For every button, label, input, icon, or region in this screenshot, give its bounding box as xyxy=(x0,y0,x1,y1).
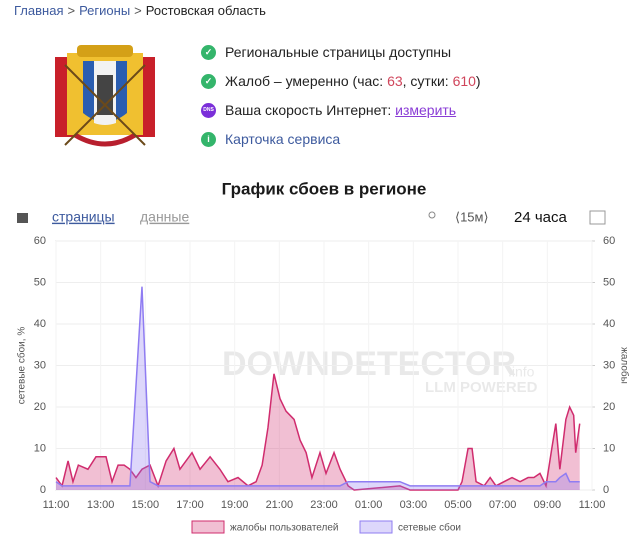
y-tick-label: 30 xyxy=(34,359,46,371)
day-count: 610 xyxy=(452,73,476,89)
y2-tick-label: 50 xyxy=(603,276,615,288)
x-tick-label: 17:00 xyxy=(176,499,204,511)
legend-swatch xyxy=(191,520,225,534)
y-tick-label: 20 xyxy=(34,401,46,413)
coat-of-arms xyxy=(55,45,155,147)
status-text: Ваша скорость Интернет: xyxy=(225,102,396,118)
y2-tick-label: 20 xyxy=(603,401,615,413)
x-tick-label: 15:00 xyxy=(132,499,160,511)
y2-tick-label: 30 xyxy=(603,359,615,371)
x-tick-label: 23:00 xyxy=(310,499,338,511)
status-text: , сутки: xyxy=(402,73,453,89)
breadcrumbs: Главная > Регионы > Ростовская область xyxy=(14,3,266,18)
hour-count: 63 xyxy=(387,73,403,89)
y2-tick-label: 10 xyxy=(603,442,615,454)
legend-label: сетевые сбои xyxy=(398,522,461,534)
tab[interactable]: данные xyxy=(140,209,189,225)
interval[interactable]: ⟨15м⟩ xyxy=(455,209,489,224)
status-text: Региональные страницы доступны xyxy=(225,44,452,60)
watermark-suffix: .info xyxy=(508,364,535,380)
x-tick-label: 01:00 xyxy=(355,499,383,511)
tab[interactable]: страницы xyxy=(52,209,115,225)
x-tick-label: 19:00 xyxy=(221,499,249,511)
crumb[interactable]: Главная xyxy=(14,3,64,18)
y2-axis-label: жалобы xyxy=(618,347,630,384)
user-icon[interactable] xyxy=(428,211,436,219)
x-tick-label: 11:00 xyxy=(579,499,606,511)
series-line xyxy=(55,286,580,487)
legend-label: жалобы пользователей xyxy=(230,522,339,534)
calendar-icon[interactable] xyxy=(589,210,606,225)
x-tick-label: 21:00 xyxy=(266,499,294,511)
x-tick-label: 13:00 xyxy=(87,499,115,511)
chart-title: График сбоев в регионе xyxy=(222,179,427,198)
status-item: i Карточка сервиса xyxy=(201,131,340,147)
x-tick-label: 09:00 xyxy=(534,499,562,511)
legend-swatch xyxy=(359,520,393,534)
watermark-tagline: LLM POWERED xyxy=(425,379,538,396)
area-fill xyxy=(56,373,580,490)
status-item: ✓ Жалоб – умеренно (час: 63, сутки: 610) xyxy=(201,73,481,89)
x-tick-label: 07:00 xyxy=(489,499,517,511)
speed-link[interactable]: измерить xyxy=(395,102,457,118)
y2-tick-label: 60 xyxy=(603,235,615,247)
crumb-current: Ростовская область xyxy=(145,3,266,18)
camera-icon[interactable] xyxy=(17,213,28,223)
status-text: ) xyxy=(475,73,481,89)
x-tick-label: 03:00 xyxy=(400,499,428,511)
separator: > xyxy=(67,3,76,18)
y-tick-label: 10 xyxy=(34,442,46,454)
status-item: DNS Ваша скорость Интернет: измерить xyxy=(201,102,456,118)
x-tick-label: 05:00 xyxy=(444,499,472,511)
service-link[interactable]: Карточка сервиса xyxy=(225,131,341,147)
y-tick-label: 60 xyxy=(34,235,46,247)
y-tick-label: 40 xyxy=(34,318,46,330)
status-item: ✓ Региональные страницы доступны xyxy=(201,44,451,60)
x-tick-label: 11:00 xyxy=(43,499,70,511)
badge: DNS xyxy=(201,102,216,118)
separator: > xyxy=(134,3,142,18)
watermark: DOWNDETECTOR .info LLM POWERED xyxy=(222,345,538,396)
chart: График сбоев в регионе страницы данные ⟨… xyxy=(16,179,631,534)
period[interactable]: 24 часа xyxy=(514,209,568,226)
y-tick-label: 0 xyxy=(40,484,46,496)
crumb[interactable]: Регионы xyxy=(79,3,131,18)
y-axis-label: сетевые сбои, % xyxy=(16,327,28,405)
status-text: Жалоб – умеренно (час: xyxy=(225,73,388,89)
y2-tick-label: 40 xyxy=(603,318,615,330)
y-tick-label: 50 xyxy=(34,276,46,288)
y2-tick-label: 0 xyxy=(603,484,609,496)
